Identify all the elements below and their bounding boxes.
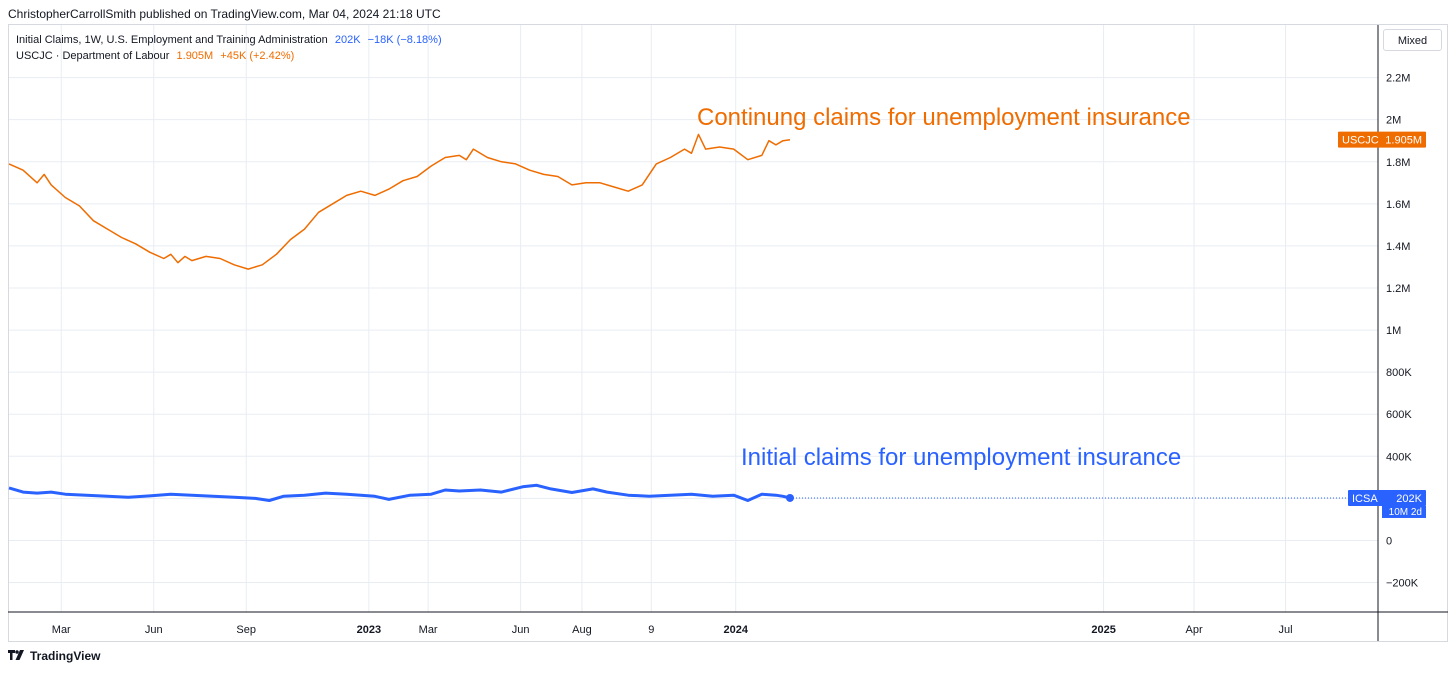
footer-brand-label: TradingView: [30, 649, 101, 663]
x-tick-label: 9: [648, 624, 654, 636]
icsa-price-tag-ticker: ICSA: [1352, 493, 1378, 505]
uscjc-price-tag: [1338, 131, 1426, 148]
legend-uscjc-change: +45K (+2.42%): [220, 50, 295, 62]
chart-frame: [8, 24, 1448, 642]
y-tick-label: 1.8M: [1386, 157, 1410, 169]
y-tick-label: 1.2M: [1386, 283, 1410, 295]
legend-uscjc-value: 1.905M: [176, 50, 214, 62]
x-tick-label: 2025: [1091, 624, 1115, 636]
legend-row-icsa[interactable]: Initial Claims, 1W, U.S. Employment and …: [16, 32, 446, 48]
uscjc-price-tag-ticker: USCJC: [1342, 135, 1379, 147]
legend-icsa-name: Initial Claims, 1W, U.S. Employment and …: [16, 34, 328, 46]
legend-icsa-change: −18K (−8.18%): [367, 34, 442, 46]
legend-uscjc-name: USCJC · Department of Labour: [16, 50, 170, 62]
legend-icsa-value: 202K: [334, 34, 361, 46]
uscjc-price-tag-value: 1.905M: [1385, 135, 1422, 147]
y-tick-label: 1.4M: [1386, 241, 1410, 253]
legend-row-uscjc[interactable]: USCJC · Department of Labour 1.905M +45K…: [16, 48, 446, 64]
icsa-countdown-tag: [1382, 505, 1426, 518]
last-value-dot: [785, 493, 794, 502]
y-tick-label: 2M: [1386, 115, 1401, 127]
y-tick-label: 600K: [1386, 409, 1412, 421]
x-tick-label: Aug: [572, 624, 592, 636]
scale-mode-button[interactable]: Mixed: [1383, 29, 1442, 51]
price-tags: USCJC 1.905M ICSA 202K 10M 2d: [1338, 131, 1426, 518]
x-tick-label: Mar: [419, 624, 438, 636]
x-tick-label: Jun: [512, 624, 530, 636]
series-line-icsa: [8, 483, 791, 502]
icsa-price-tag: [1348, 489, 1426, 506]
y-tick-label: 800K: [1386, 367, 1412, 379]
y-tick-label: −200K: [1386, 578, 1419, 590]
y-tick-label: 0: [1386, 535, 1392, 547]
series-layer: [8, 133, 1378, 502]
axis-lines: [8, 25, 1448, 641]
y-tick-label: 400K: [1386, 451, 1412, 463]
tradingview-logo-icon: [8, 650, 24, 660]
y-tick-label: 1.6M: [1386, 199, 1410, 211]
icsa-price-tag-value: 202K: [1396, 493, 1422, 505]
x-tick-label: Apr: [1185, 624, 1202, 636]
x-tick-label: Jul: [1278, 624, 1292, 636]
annotation-continuing-claims: Continung claims for unemployment insura…: [697, 104, 1191, 131]
legend: Initial Claims, 1W, U.S. Employment and …: [16, 32, 446, 64]
x-tick-label: 2023: [357, 624, 381, 636]
x-axis-ticks: Mar Jun Sep 2023 Mar Jun Aug 9 2024 2025 Apr Jul: [52, 624, 1293, 636]
y-tick-label: 2.2M: [1386, 73, 1410, 85]
y-tick-label: 1M: [1386, 325, 1401, 337]
x-tick-label: Jun: [145, 624, 163, 636]
annotation-initial-claims: Initial claims for unemployment insuranc…: [741, 444, 1181, 471]
y-axis-ticks: −200K 0 400K 600K 800K 1M 1.2M 1.4M 1.6M 1.8M 2M 2.…: [1386, 73, 1419, 590]
x-tick-label: Mar: [52, 624, 71, 636]
icsa-countdown-label: 10M 2d: [1389, 507, 1422, 518]
series-line-uscjc: [8, 133, 791, 270]
x-tick-label: Sep: [236, 624, 256, 636]
publisher-header: ChristopherCarrollSmith published on Tra…: [8, 7, 441, 21]
x-tick-label: 2024: [723, 624, 748, 636]
footer-brand[interactable]: TradingView: [8, 649, 100, 663]
